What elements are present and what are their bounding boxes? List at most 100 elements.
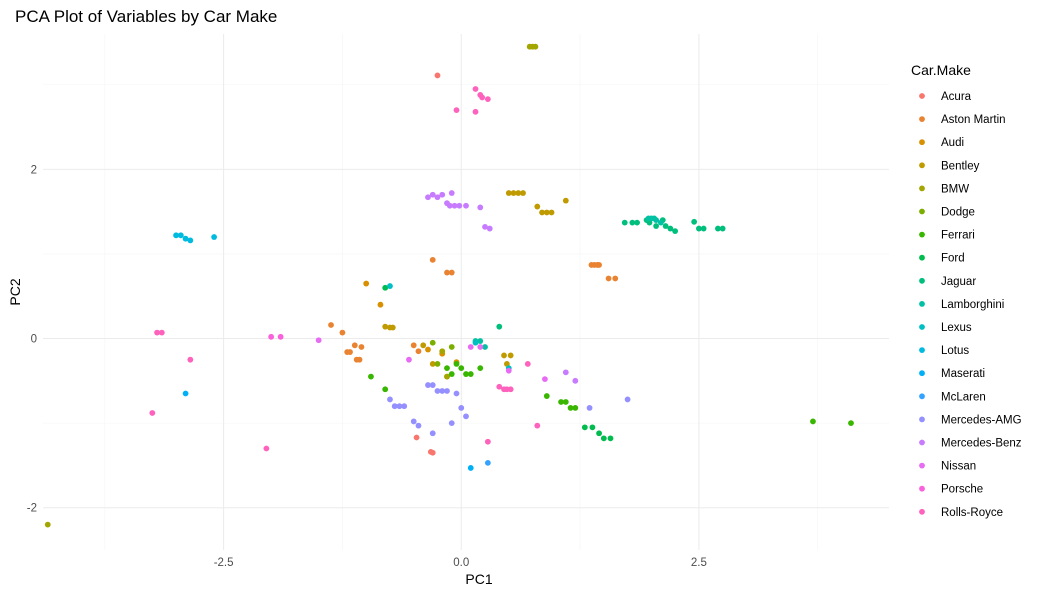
- data-point: [605, 275, 612, 282]
- data-point: [396, 403, 403, 410]
- legend-label: Porsche: [941, 484, 983, 496]
- data-point: [315, 337, 322, 344]
- data-point: [596, 262, 602, 268]
- data-point: [429, 191, 436, 198]
- series-porsche: [268, 333, 284, 340]
- data-point: [434, 72, 441, 79]
- y-tick-label: 0: [31, 334, 37, 346]
- series-acura: [413, 72, 441, 456]
- legend-key: [919, 324, 925, 330]
- series-mercedes-benz: [425, 190, 579, 384]
- legend-item: Maserati: [919, 368, 985, 380]
- data-point: [439, 191, 446, 198]
- data-point: [562, 399, 569, 405]
- data-point: [586, 404, 593, 411]
- data-point: [382, 284, 389, 291]
- data-point: [467, 371, 474, 377]
- legend-item: Audi: [919, 137, 964, 149]
- data-point: [268, 333, 275, 340]
- legend-key: [919, 185, 925, 192]
- data-point: [467, 344, 474, 350]
- x-tick-label: 0.0: [453, 557, 469, 569]
- data-point: [477, 365, 484, 372]
- legend-label: Dodge: [941, 207, 975, 219]
- data-point: [368, 373, 374, 380]
- data-point: [434, 361, 441, 367]
- data-point: [534, 203, 541, 210]
- data-point: [589, 424, 596, 431]
- data-point: [501, 352, 507, 359]
- data-point: [477, 338, 484, 344]
- legend-item: Mercedes-Benz: [919, 438, 1022, 450]
- legend-item: Bentley: [919, 160, 980, 172]
- data-point: [456, 202, 463, 209]
- chart-title: PCA Plot of Variables by Car Make: [15, 7, 277, 26]
- legend-title: Car.Make: [911, 62, 971, 78]
- data-point: [154, 329, 160, 336]
- legend-label: Jaguar: [941, 276, 976, 288]
- data-point: [484, 459, 491, 466]
- legend-key: [919, 162, 925, 169]
- data-point: [600, 435, 607, 442]
- legend-key: [919, 208, 925, 215]
- data-point: [524, 361, 531, 367]
- axis-ticks: -2.5 0.0 2.5 -2 0 2: [27, 164, 707, 569]
- data-point: [507, 386, 514, 393]
- data-point: [624, 396, 631, 403]
- data-point: [158, 329, 165, 336]
- data-point: [486, 225, 493, 232]
- legend-key: [919, 277, 925, 284]
- data-point: [541, 376, 548, 383]
- data-point: [810, 418, 816, 425]
- legend-item: Ford: [919, 253, 965, 265]
- x-tick-label: 2.5: [691, 557, 707, 569]
- legend-item: Lexus: [919, 322, 972, 334]
- data-point: [562, 197, 569, 204]
- data-point: [448, 190, 455, 196]
- data-point: [410, 342, 417, 349]
- data-point: [425, 194, 431, 201]
- legend-item: Acura: [919, 91, 972, 103]
- data-point: [339, 329, 346, 336]
- data-point: [406, 356, 412, 363]
- legend-key: [919, 508, 925, 515]
- data-point: [448, 420, 455, 427]
- legend-item: Mercedes-AMG: [919, 414, 1022, 426]
- data-point: [515, 190, 522, 196]
- series-nissan: [315, 337, 548, 383]
- data-point: [496, 323, 503, 330]
- data-point: [211, 234, 218, 240]
- series-mclaren: [484, 459, 491, 466]
- legend-label: Lexus: [941, 322, 972, 334]
- data-point: [572, 377, 579, 384]
- data-point: [453, 390, 460, 397]
- data-point: [439, 348, 446, 355]
- data-point: [572, 404, 579, 411]
- data-point: [562, 369, 569, 376]
- data-point: [439, 388, 446, 394]
- data-point: [448, 344, 455, 350]
- legend-key: [919, 416, 925, 423]
- data-point: [382, 386, 389, 393]
- data-point: [510, 190, 517, 196]
- data-point: [621, 219, 628, 226]
- x-tick-label: -2.5: [214, 557, 234, 569]
- data-point: [719, 225, 726, 232]
- legend-label: Nissan: [941, 461, 976, 473]
- legend-key: [919, 254, 925, 261]
- data-point: [714, 225, 721, 232]
- data-point: [389, 324, 396, 331]
- data-point: [691, 218, 698, 225]
- data-point: [448, 269, 455, 276]
- data-point: [505, 367, 512, 374]
- data-point: [463, 413, 469, 420]
- y-axis-title: PC2: [7, 278, 23, 305]
- data-point: [444, 388, 450, 394]
- data-point: [463, 202, 469, 209]
- data-point: [458, 365, 465, 372]
- data-point: [458, 404, 465, 411]
- legend-key: [919, 347, 925, 353]
- data-point: [420, 342, 427, 349]
- data-point: [607, 435, 614, 442]
